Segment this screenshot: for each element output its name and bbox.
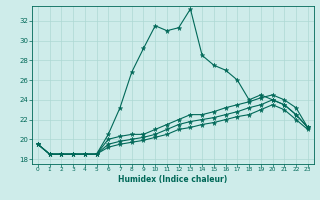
X-axis label: Humidex (Indice chaleur): Humidex (Indice chaleur) [118, 175, 228, 184]
